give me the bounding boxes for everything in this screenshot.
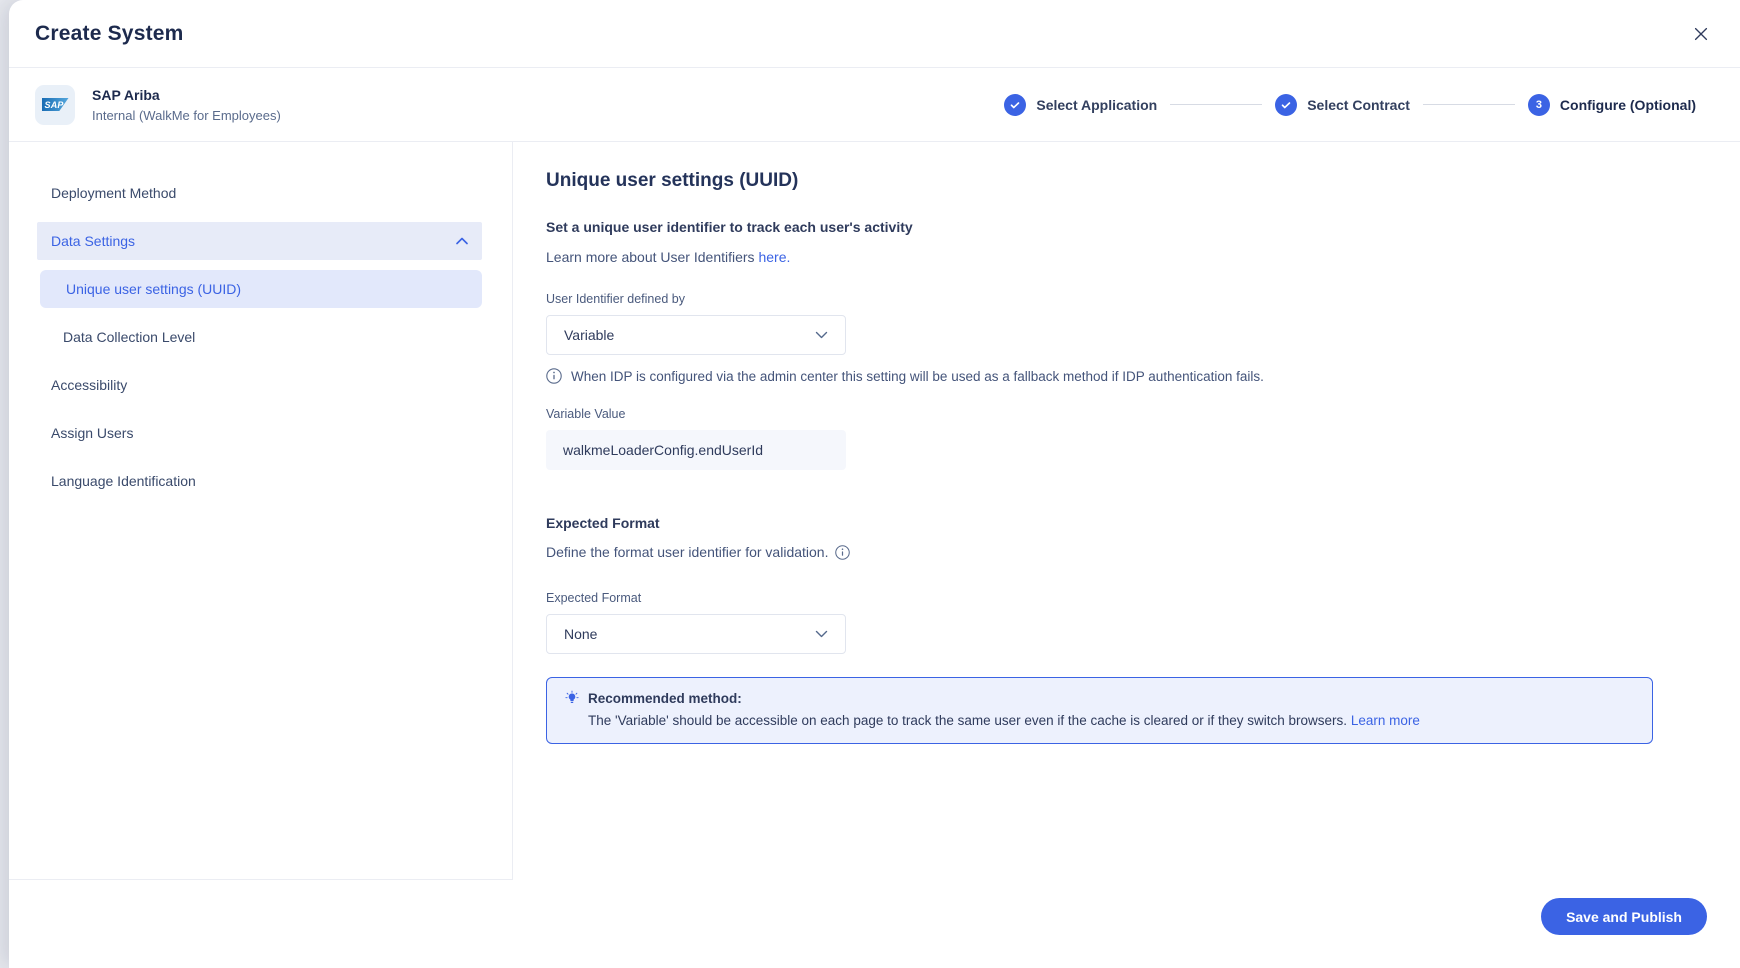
app-summary: SAP SAP Ariba Internal (WalkMe for Emplo… bbox=[35, 84, 281, 125]
stepper-connector bbox=[1422, 104, 1515, 105]
expected-format-select[interactable]: None bbox=[546, 614, 846, 654]
settings-sidebar: Deployment Method Data Settings Unique u… bbox=[9, 142, 513, 880]
wizard-stepper: Select Application Select Contract 3 Con… bbox=[1004, 93, 1696, 116]
chevron-up-icon bbox=[456, 237, 468, 245]
step-1-check-circle bbox=[1004, 93, 1027, 116]
uuid-settings-panel: Unique user settings (UUID) Set a unique… bbox=[513, 142, 1740, 880]
expected-format-heading: Expected Format bbox=[546, 515, 660, 531]
recommended-method-title: Recommended method: bbox=[588, 690, 742, 706]
expected-format-desc-text: Define the format user identifier for va… bbox=[546, 544, 829, 560]
recommended-method-callout: Recommended method: The 'Variable' shoul… bbox=[546, 677, 1653, 744]
sidebar-item-label: Accessibility bbox=[51, 377, 128, 393]
modal-header: SAP SAP Ariba Internal (WalkMe for Emplo… bbox=[9, 68, 1740, 142]
sidebar-item-label: Data Collection Level bbox=[63, 329, 196, 345]
recommended-method-body: The 'Variable' should be accessible on e… bbox=[588, 711, 1634, 730]
step-2-check-circle bbox=[1275, 93, 1298, 116]
create-system-modal: Create System SAP SAP Ariba Internal (Wa… bbox=[9, 0, 1740, 968]
sidebar-item-label: Language Identification bbox=[51, 473, 196, 489]
chevron-down-icon bbox=[815, 331, 828, 340]
sidebar-item-data-settings[interactable]: Data Settings bbox=[37, 222, 482, 260]
learn-more-line: Learn more about User Identifiers here. bbox=[546, 249, 1740, 265]
learn-more-here-link[interactable]: here. bbox=[758, 249, 791, 265]
expected-format-description: Define the format user identifier for va… bbox=[546, 544, 1740, 560]
step-3-label: Configure (Optional) bbox=[1559, 96, 1696, 113]
sidebar-item-deployment-method[interactable]: Deployment Method bbox=[37, 174, 482, 212]
idp-fallback-text: When IDP is configured via the admin cen… bbox=[571, 368, 1264, 384]
sidebar-item-unique-user-settings[interactable]: Unique user settings (UUID) bbox=[40, 270, 482, 308]
sidebar-item-data-collection-level[interactable]: Data Collection Level bbox=[37, 318, 482, 356]
identifier-defined-by-value: Variable bbox=[564, 327, 615, 343]
sidebar-item-language-identification[interactable]: Language Identification bbox=[37, 462, 482, 500]
stepper-connector bbox=[1170, 104, 1263, 105]
page-title: Unique user settings (UUID) bbox=[546, 170, 799, 191]
sidebar-item-label: Deployment Method bbox=[51, 185, 177, 201]
check-icon bbox=[1280, 99, 1292, 111]
idp-fallback-note: When IDP is configured via the admin cen… bbox=[546, 368, 1740, 384]
lightbulb-icon bbox=[564, 690, 580, 706]
recommended-method-text: The 'Variable' should be accessible on e… bbox=[588, 713, 1351, 728]
save-and-publish-button[interactable]: Save and Publish bbox=[1541, 898, 1707, 935]
recommendation-learn-more-link[interactable]: Learn more bbox=[1350, 713, 1420, 728]
expected-format-value: None bbox=[564, 626, 598, 642]
close-button[interactable] bbox=[1686, 19, 1716, 49]
sidebar-item-assign-users[interactable]: Assign Users bbox=[37, 414, 482, 452]
close-icon bbox=[1692, 25, 1710, 43]
step-configure[interactable]: 3 Configure (Optional) bbox=[1527, 93, 1696, 116]
modal-body: Deployment Method Data Settings Unique u… bbox=[9, 142, 1740, 880]
learn-more-text: Learn more about User Identifiers bbox=[546, 249, 759, 265]
check-icon bbox=[1009, 99, 1021, 111]
sap-logo: SAP bbox=[35, 84, 75, 125]
sidebar-item-label: Unique user settings (UUID) bbox=[66, 281, 242, 297]
step-select-application[interactable]: Select Application bbox=[1004, 93, 1158, 116]
step-select-contract[interactable]: Select Contract bbox=[1275, 93, 1410, 116]
modal-titlebar: Create System bbox=[9, 0, 1740, 68]
step-2-label: Select Contract bbox=[1307, 96, 1410, 113]
expected-format-label: Expected Format bbox=[546, 591, 642, 605]
chevron-down-icon bbox=[815, 630, 828, 639]
variable-value-input[interactable] bbox=[546, 430, 846, 470]
sidebar-item-label: Assign Users bbox=[51, 425, 134, 441]
info-icon bbox=[835, 544, 851, 560]
identifier-defined-by-select[interactable]: Variable bbox=[546, 315, 846, 355]
sap-logo-mark: SAP bbox=[41, 98, 69, 111]
sidebar-item-accessibility[interactable]: Accessibility bbox=[37, 366, 482, 404]
modal-title: Create System bbox=[35, 21, 184, 45]
info-icon bbox=[546, 368, 562, 384]
identifier-defined-by-label: User Identifier defined by bbox=[546, 292, 685, 306]
step-3-number-circle: 3 bbox=[1527, 93, 1550, 116]
step-1-label: Select Application bbox=[1036, 96, 1158, 113]
app-subtitle: Internal (WalkMe for Employees) bbox=[92, 107, 281, 123]
app-name: SAP Ariba bbox=[92, 86, 160, 103]
sidebar-item-label: Data Settings bbox=[51, 233, 136, 249]
uuid-description: Set a unique user identifier to track ea… bbox=[546, 219, 913, 235]
variable-value-label: Variable Value bbox=[546, 407, 626, 421]
